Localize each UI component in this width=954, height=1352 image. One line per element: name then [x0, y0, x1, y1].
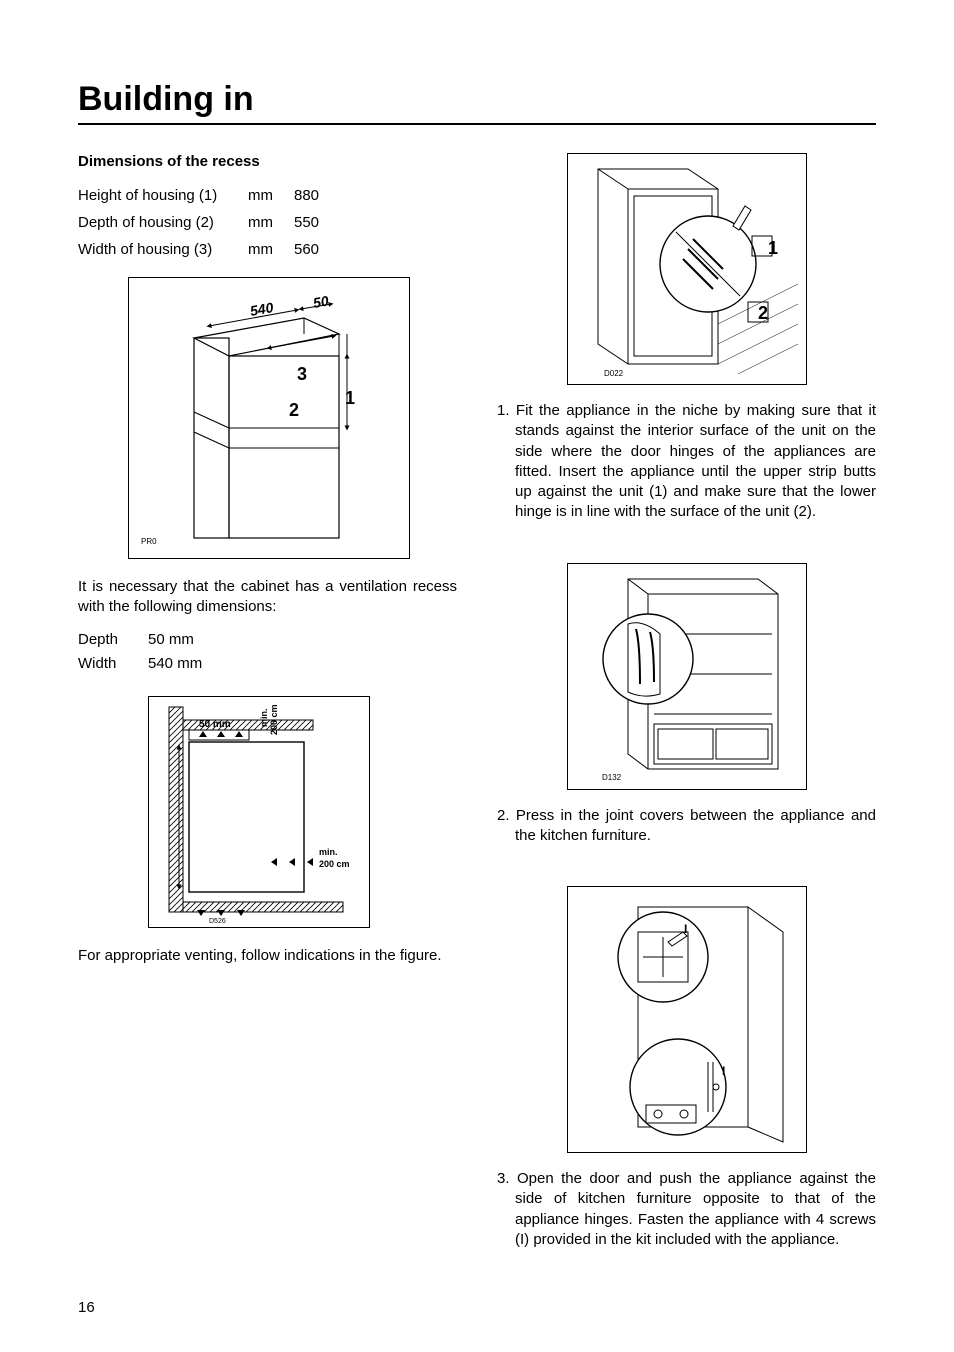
page-title: Building in	[78, 80, 876, 125]
fig1-label-3: 3	[297, 364, 307, 384]
page: Building in Dimensions of the recess Hei…	[0, 0, 954, 1352]
fig2-side-min: min.	[259, 708, 269, 727]
recess-diagram: 540 50 1 2 3 PR0	[128, 277, 410, 559]
vent-caption: For appropriate venting, follow indicati…	[78, 946, 457, 966]
dim-unit: mm	[248, 236, 294, 263]
fig2-bottom-min: min.	[319, 847, 338, 857]
vent-label: Depth	[78, 628, 148, 652]
table-row: Depth 50 mm	[78, 628, 457, 652]
fig1-code: PR0	[141, 537, 157, 546]
dim-50: 50	[312, 292, 330, 310]
left-column: Dimensions of the recess Height of housi…	[78, 153, 457, 1260]
fig2-code: D526	[209, 918, 226, 925]
dim-unit: mm	[248, 182, 294, 209]
figr1-label-2: 2	[758, 303, 768, 323]
niche-fit-diagram: 1 2 D022	[567, 153, 807, 385]
step-1-text: 1. Fit the appliance in the niche by mak…	[497, 401, 876, 523]
table-row: Depth of housing (2) mm 550	[78, 209, 457, 236]
page-number: 16	[78, 1299, 95, 1316]
fig2-top-label: 50 mm	[199, 719, 231, 730]
fig2-side-val: 200 cm	[269, 704, 279, 735]
vent-intro-text: It is necessary that the cabinet has a v…	[78, 577, 457, 618]
vent-label: Width	[78, 652, 148, 676]
figr2-code: D132	[602, 773, 622, 782]
dim-value: 550	[294, 209, 334, 236]
dim-value: 880	[294, 182, 334, 209]
dim-label: Width of housing (3)	[78, 236, 248, 263]
table-row: Height of housing (1) mm 880	[78, 182, 457, 209]
dimensions-table: Height of housing (1) mm 880 Depth of ho…	[78, 182, 457, 263]
fig1-label-1: 1	[345, 388, 355, 408]
step-3-text: 3. Open the door and push the appliance …	[497, 1169, 876, 1250]
screw-fasten-diagram: I I	[567, 886, 807, 1153]
venting-diagram: 50 mm min. 200 cm min. 200 cm D526	[148, 696, 370, 928]
columns: Dimensions of the recess Height of housi…	[78, 153, 876, 1260]
dim-value: 560	[294, 236, 334, 263]
vent-table: Depth 50 mm Width 540 mm	[78, 628, 457, 676]
dim-label: Depth of housing (2)	[78, 209, 248, 236]
dim-unit: mm	[248, 209, 294, 236]
dimensions-heading: Dimensions of the recess	[78, 153, 457, 170]
right-column: 1 2 D022 1. Fit the appliance in the nic…	[497, 153, 876, 1260]
table-row: Width 540 mm	[78, 652, 457, 676]
vent-value: 540 mm	[148, 652, 202, 676]
figr1-code: D022	[604, 369, 624, 378]
fig1-label-2: 2	[289, 400, 299, 420]
step-2-text: 2. Press in the joint covers between the…	[497, 806, 876, 847]
table-row: Width of housing (3) mm 560	[78, 236, 457, 263]
vent-value: 50 mm	[148, 628, 194, 652]
fig2-bottom-val: 200 cm	[319, 859, 350, 869]
dim-label: Height of housing (1)	[78, 182, 248, 209]
joint-cover-diagram: D132	[567, 563, 807, 790]
figr1-label-1: 1	[768, 238, 778, 258]
svg-text:I: I	[684, 922, 687, 936]
svg-text:I: I	[722, 1064, 725, 1078]
